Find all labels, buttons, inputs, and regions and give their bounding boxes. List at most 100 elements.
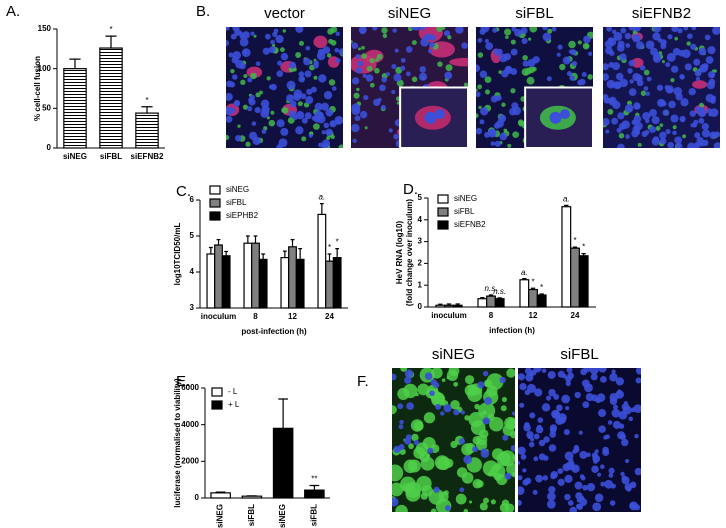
nucleus bbox=[251, 121, 257, 126]
nucleus bbox=[308, 133, 313, 138]
nucleus bbox=[566, 71, 572, 77]
nucleus bbox=[605, 129, 610, 134]
y-axis-label: luciferase (normalised to viability) bbox=[173, 378, 182, 508]
bar bbox=[251, 242, 260, 309]
nucleus bbox=[527, 59, 536, 67]
annotation: n.s. bbox=[493, 287, 506, 296]
legend-swatch bbox=[437, 220, 449, 230]
error-bar bbox=[572, 246, 578, 249]
y-tick-label: 4000 bbox=[181, 420, 199, 429]
x-tick-label: siEFNB2 bbox=[131, 152, 164, 161]
nucleus bbox=[668, 100, 676, 109]
legend-label: siFBL bbox=[454, 207, 475, 216]
panel-letter: D. bbox=[403, 181, 418, 198]
nucleus bbox=[400, 65, 406, 71]
nucleus bbox=[534, 388, 543, 397]
cell bbox=[631, 57, 644, 68]
nucleus bbox=[458, 438, 466, 445]
nucleus bbox=[443, 30, 451, 37]
nucleus bbox=[707, 71, 716, 79]
nucleus bbox=[620, 471, 625, 477]
nucleus bbox=[621, 438, 629, 447]
nucleus bbox=[547, 370, 556, 379]
bar bbox=[578, 255, 589, 308]
cell bbox=[476, 480, 484, 488]
nucleus bbox=[568, 458, 574, 464]
nucleus bbox=[242, 49, 248, 55]
nucleus bbox=[619, 433, 626, 440]
nucleus bbox=[629, 481, 637, 489]
nucleus bbox=[617, 143, 625, 148]
nucleus bbox=[583, 35, 591, 44]
nucleus bbox=[405, 46, 413, 53]
nucleus bbox=[625, 43, 631, 48]
cell bbox=[369, 58, 375, 64]
cell bbox=[527, 37, 532, 41]
nucleus bbox=[321, 143, 328, 148]
y-tick-label: 1 bbox=[418, 280, 423, 289]
legend-swatch bbox=[437, 207, 449, 217]
cell bbox=[529, 27, 538, 33]
cell bbox=[419, 451, 430, 463]
legend-swatch bbox=[209, 211, 221, 221]
nucleus bbox=[530, 437, 535, 442]
nucleus bbox=[550, 471, 558, 479]
nucleus bbox=[557, 44, 563, 50]
nucleus bbox=[477, 37, 483, 43]
nucleus bbox=[393, 73, 402, 82]
y-axis-label: log10TCID50/mL bbox=[173, 223, 182, 286]
cell bbox=[366, 65, 373, 72]
nucleus bbox=[679, 74, 685, 80]
cell bbox=[375, 58, 379, 62]
error-bar bbox=[564, 204, 569, 207]
cell bbox=[420, 492, 428, 500]
micrograph-content bbox=[518, 368, 641, 512]
nucleus bbox=[610, 483, 616, 489]
nucleus bbox=[277, 60, 283, 66]
nucleus bbox=[662, 109, 670, 116]
nucleus bbox=[691, 27, 697, 31]
nucleus bbox=[705, 56, 714, 64]
nucleus bbox=[355, 54, 361, 59]
nucleus bbox=[634, 467, 641, 476]
nucleus bbox=[352, 138, 357, 144]
cell bbox=[396, 101, 400, 105]
annotation: a. bbox=[319, 193, 326, 202]
error-bar bbox=[253, 235, 258, 244]
nucleus bbox=[480, 107, 489, 116]
error-bar bbox=[581, 252, 586, 256]
cell bbox=[356, 87, 360, 92]
nucleus bbox=[624, 104, 634, 113]
bar bbox=[536, 294, 547, 308]
nucleus bbox=[265, 33, 271, 40]
nucleus bbox=[613, 31, 623, 41]
cell bbox=[453, 381, 459, 387]
nucleus bbox=[538, 439, 546, 447]
error-bar bbox=[208, 246, 213, 254]
nucleus bbox=[628, 27, 636, 31]
nucleus bbox=[623, 400, 628, 406]
nucleus bbox=[479, 119, 485, 125]
nucleus bbox=[232, 74, 238, 80]
cell bbox=[364, 49, 384, 63]
error-bar bbox=[480, 297, 485, 299]
nucleus bbox=[463, 455, 473, 464]
nucleus bbox=[646, 76, 652, 82]
bar bbox=[519, 279, 530, 308]
cell bbox=[242, 104, 248, 110]
nucleus bbox=[609, 373, 618, 382]
inset bbox=[524, 86, 593, 148]
nucleus bbox=[304, 112, 312, 120]
nucleus bbox=[303, 57, 311, 66]
nucleus bbox=[561, 394, 571, 404]
nucleus bbox=[628, 416, 634, 422]
nucleus bbox=[612, 404, 619, 410]
panel-letter: F. bbox=[357, 373, 369, 390]
x-tick-label: 24 bbox=[571, 311, 580, 320]
nucleus bbox=[571, 464, 580, 473]
nucleus bbox=[564, 451, 574, 461]
cell bbox=[582, 42, 590, 50]
cell bbox=[479, 502, 488, 511]
nucleus bbox=[444, 71, 453, 80]
nucleus bbox=[323, 122, 330, 129]
